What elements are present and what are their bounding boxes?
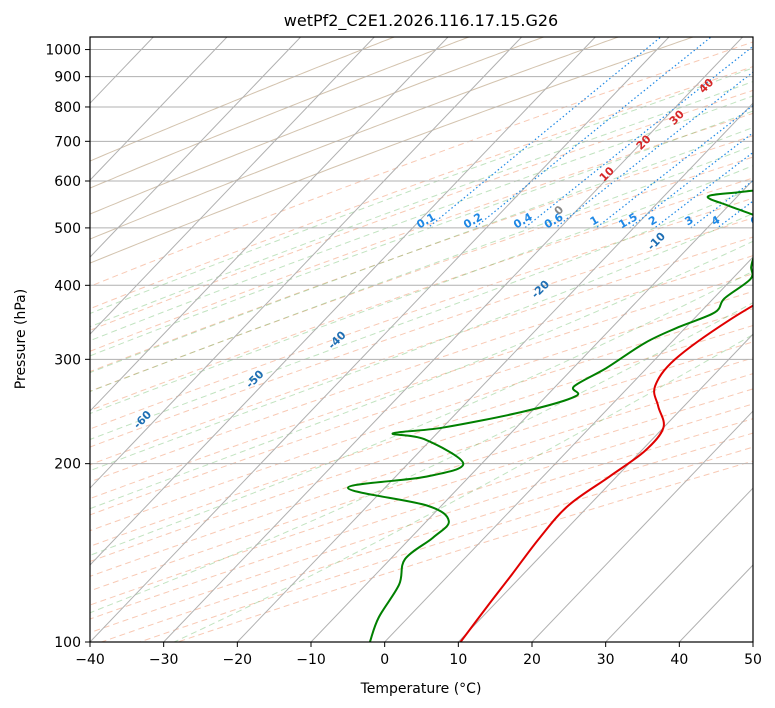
y-axis: 100 200 300 400 500 600 700 800 900 1000 — [45, 43, 90, 651]
background-lines — [90, 25, 775, 642]
moist-adiabat-label: -60 — [131, 408, 154, 431]
y-tick-label: 1000 — [45, 43, 81, 59]
x-tick-label: −30 — [149, 652, 179, 668]
y-tick-label: 700 — [54, 134, 81, 150]
isotherm — [162, 37, 744, 642]
moist-adiabat-label: -20 — [529, 277, 552, 300]
isotherm — [90, 37, 449, 412]
x-tick-label: −20 — [223, 652, 253, 668]
x-tick-label: 40 — [670, 652, 688, 668]
moist-adiabat-label: -40 — [325, 328, 348, 351]
x-axis: −40 −30 −20 −10 0 10 20 30 40 50 — [75, 642, 762, 668]
dry-adiabat — [99, 432, 753, 642]
y-tick-label: 500 — [54, 221, 81, 237]
isotherm — [90, 37, 523, 489]
profiles — [346, 189, 753, 642]
isotherm — [383, 256, 753, 642]
isotherm — [90, 37, 302, 258]
isotherm — [457, 333, 753, 642]
reference-curve — [90, 37, 396, 162]
x-tick-label: −40 — [75, 652, 105, 668]
isotherm — [752, 641, 753, 642]
dry-adiabat — [90, 135, 753, 373]
isotherm — [531, 410, 753, 642]
reference-curve — [90, 37, 546, 215]
isotherm — [90, 37, 228, 181]
dry-adiabat — [90, 324, 753, 547]
moist-adiabat — [90, 110, 753, 357]
moist-adiabat — [90, 67, 753, 315]
isotherm — [90, 37, 597, 566]
y-tick-label: 600 — [54, 174, 81, 190]
isotherm — [90, 37, 670, 642]
y-tick-label: 400 — [54, 278, 81, 294]
moist-adiabat — [90, 270, 753, 556]
moist-adiabat — [90, 165, 753, 415]
x-tick-label: 30 — [597, 652, 615, 668]
mixing-ratio-label: 2 — [646, 213, 659, 228]
mixing-ratio-label: 3 — [683, 213, 696, 228]
moist-adiabat — [90, 302, 753, 614]
temperature-profile — [459, 304, 753, 642]
isotherm — [236, 102, 753, 642]
mixing-ratio-line — [427, 37, 662, 229]
x-tick-label: −10 — [296, 652, 326, 668]
dry-adiabat — [90, 373, 753, 592]
y-tick-label: 800 — [54, 100, 81, 116]
isotherm — [90, 37, 376, 335]
dry-adiabat — [90, 217, 753, 448]
reference-curve — [90, 37, 620, 240]
line-labels: 0.10.20.40.611.52346810131620253036-100-… — [11, 76, 761, 479]
dry-adiabat — [90, 388, 753, 606]
mixing-ratio-label: 4 — [709, 213, 722, 228]
moist-adiabat — [90, 240, 753, 510]
moist-adiabat — [90, 81, 753, 328]
mixing-ratio-line — [756, 25, 775, 228]
x-tick-label: 0 — [380, 652, 389, 668]
moist-adiabat — [90, 145, 753, 393]
mixing-ratio-label: 1 — [588, 213, 601, 228]
reference-curve — [90, 37, 695, 264]
moist-adiabat — [90, 126, 753, 374]
x-tick-label: 20 — [523, 652, 541, 668]
mixing-ratio-line — [690, 179, 753, 229]
dry-adiabat-label: 30 — [667, 107, 687, 127]
mixing-ratio-line — [474, 37, 712, 229]
mixing-ratio-label: 6 — [748, 213, 761, 228]
isotherm — [604, 487, 753, 642]
dewpoint-profile — [346, 189, 753, 642]
dry-adiabat-label: 20 — [634, 132, 654, 152]
dry-adiabat — [90, 290, 753, 516]
y-tick-label: 300 — [54, 352, 81, 368]
x-tick-label: 10 — [449, 652, 467, 668]
moist-adiabat — [90, 212, 753, 472]
y-axis-label: Pressure (hPa) — [13, 289, 29, 389]
dry-adiabat — [90, 177, 753, 411]
dry-adiabat — [90, 156, 753, 392]
dry-adiabat — [90, 357, 753, 577]
dry-adiabat-label: 40 — [696, 76, 716, 96]
x-tick-label: 50 — [744, 652, 762, 668]
chart-title: wetPf2_C2E1.2026.116.17.15.G26 — [284, 11, 558, 31]
moist-adiabat — [90, 95, 753, 342]
mixing-ratio-line — [595, 104, 753, 229]
plot-frame — [89, 36, 754, 643]
isotherm — [310, 179, 753, 642]
dry-adiabat — [90, 41, 753, 287]
x-axis-label: Temperature (°C) — [360, 681, 482, 697]
reference-curve — [90, 37, 471, 189]
y-tick-label: 200 — [54, 457, 81, 473]
moist-adiabat-label: -10 — [645, 229, 668, 252]
y-tick-label: 100 — [54, 635, 81, 651]
moist-adiabat — [90, 187, 753, 440]
y-tick-label: 900 — [54, 70, 81, 86]
moist-adiabat-label: -70 — [11, 456, 34, 479]
mixing-ratio-line — [717, 200, 753, 229]
